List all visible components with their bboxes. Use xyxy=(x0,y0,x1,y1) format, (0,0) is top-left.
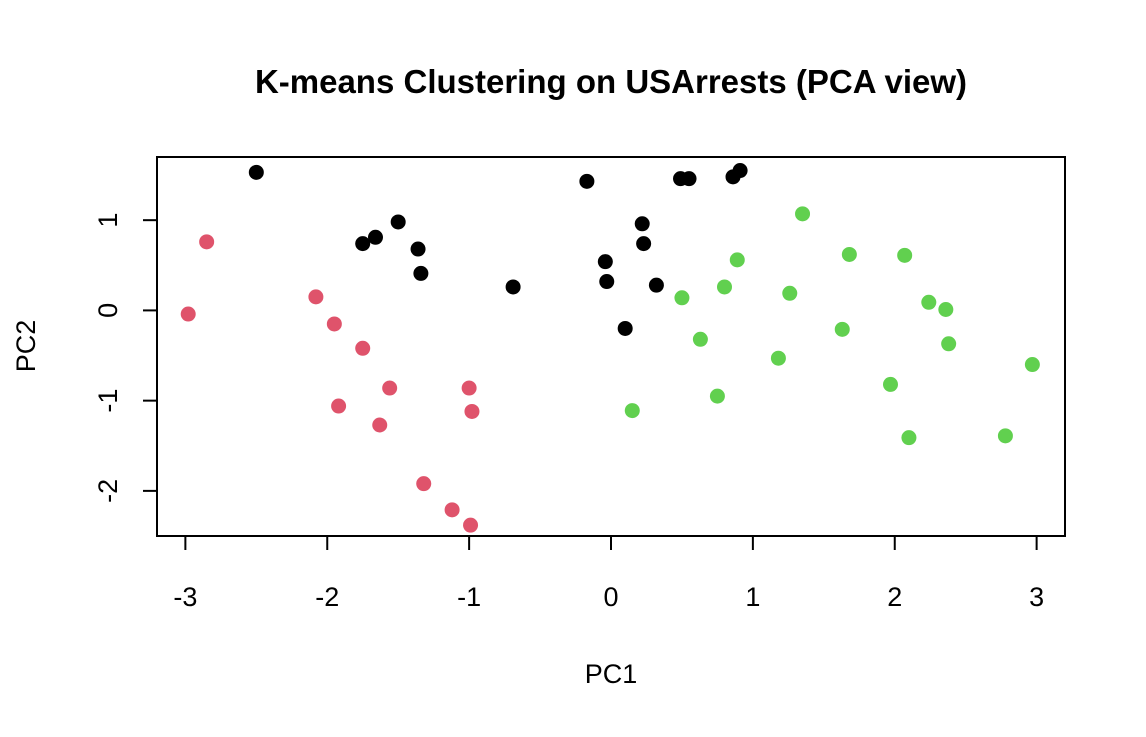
scatter-point-cluster-3 xyxy=(709,388,725,404)
scatter-point-cluster-3 xyxy=(997,428,1013,444)
scatter-point-cluster-2 xyxy=(463,517,479,533)
scatter-point-cluster-1 xyxy=(681,171,697,187)
scatter-point-cluster-1 xyxy=(390,214,406,230)
scatter-point-cluster-3 xyxy=(692,331,708,347)
scatter-point-cluster-3 xyxy=(921,294,937,310)
scatter-point-cluster-2 xyxy=(444,502,460,518)
scatter-point-cluster-3 xyxy=(834,321,850,337)
x-tick-label: -1 xyxy=(457,582,481,612)
scatter-point-cluster-1 xyxy=(413,265,429,281)
scatter-point-cluster-1 xyxy=(732,163,748,179)
scatter-point-cluster-1 xyxy=(636,236,652,252)
y-tick-label: 0 xyxy=(93,303,123,318)
y-tick-label: 1 xyxy=(93,213,123,228)
scatter-point-cluster-2 xyxy=(416,476,432,492)
chart-title: K-means Clustering on USArrests (PCA vie… xyxy=(255,63,967,100)
scatter-point-cluster-2 xyxy=(326,316,342,332)
scatter-point-cluster-2 xyxy=(382,380,398,396)
x-tick-label: 3 xyxy=(1029,582,1044,612)
scatter-point-cluster-2 xyxy=(308,289,324,305)
scatter-point-cluster-1 xyxy=(579,173,595,189)
scatter-point-cluster-3 xyxy=(674,290,690,306)
y-axis-label: PC2 xyxy=(11,320,41,373)
scatter-point-cluster-3 xyxy=(795,206,811,222)
scatter-point-cluster-1 xyxy=(367,229,383,245)
x-axis-label: PC1 xyxy=(585,659,638,689)
scatter-point-cluster-1 xyxy=(410,241,426,257)
scatter-point-cluster-2 xyxy=(355,340,371,356)
scatter-point-cluster-2 xyxy=(199,234,215,250)
scatter-point-cluster-3 xyxy=(897,247,913,263)
scatter-point-cluster-1 xyxy=(597,254,613,270)
scatter-point-cluster-1 xyxy=(505,279,521,295)
x-tick-label: 2 xyxy=(887,582,902,612)
scatter-point-cluster-2 xyxy=(372,417,388,433)
x-tick-label: 1 xyxy=(745,582,760,612)
scatter-point-cluster-1 xyxy=(355,236,371,252)
x-tick-label: -3 xyxy=(173,582,197,612)
scatter-point-cluster-1 xyxy=(599,274,615,290)
scatter-point-cluster-3 xyxy=(938,302,954,318)
scatter-point-cluster-3 xyxy=(882,376,898,392)
scatter-point-cluster-2 xyxy=(180,306,196,322)
scatter-point-cluster-3 xyxy=(941,336,957,352)
scatter-point-cluster-3 xyxy=(1024,357,1040,373)
scatter-point-cluster-1 xyxy=(617,320,633,336)
scatter-point-cluster-2 xyxy=(464,403,480,419)
scatter-point-cluster-2 xyxy=(331,398,347,414)
y-axis: -2 -1 0 1 xyxy=(93,213,158,503)
x-tick-label: -2 xyxy=(315,582,339,612)
scatter-point-cluster-3 xyxy=(770,350,786,366)
y-tick-label: -2 xyxy=(93,479,123,503)
x-tick-label: 0 xyxy=(603,582,618,612)
scatter-point-cluster-3 xyxy=(901,430,917,446)
plot-frame xyxy=(156,156,1066,537)
scatter-point-cluster-3 xyxy=(717,279,732,295)
scatter-point-cluster-3 xyxy=(782,285,798,301)
x-axis: -3 -2 -1 0 1 2 3 xyxy=(173,535,1044,612)
scatter-point-cluster-1 xyxy=(248,164,264,180)
scatter-point-cluster-3 xyxy=(624,403,640,419)
scatter-point-cluster-1 xyxy=(648,277,664,293)
scatter-point-cluster-3 xyxy=(729,252,745,268)
y-tick-label: -1 xyxy=(93,389,123,413)
data-points xyxy=(180,163,1040,533)
scatter-point-cluster-3 xyxy=(841,246,857,262)
scatter-point-cluster-1 xyxy=(634,216,650,232)
scatter-point-cluster-2 xyxy=(461,380,477,396)
